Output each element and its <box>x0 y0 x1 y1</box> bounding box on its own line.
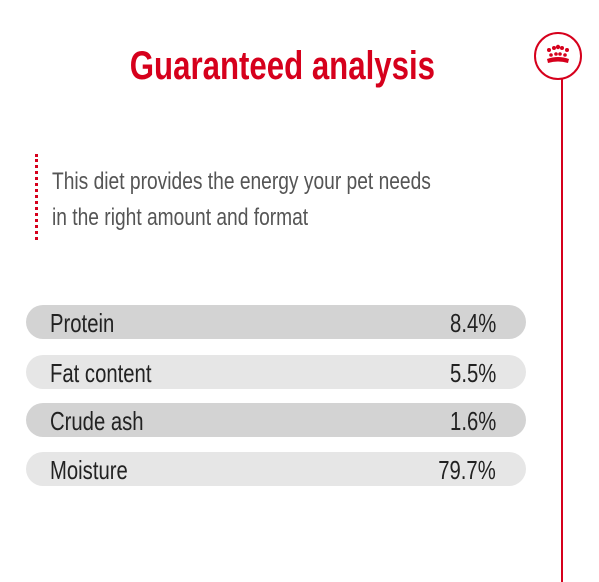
analysis-row: Moisture 79.7% <box>26 452 526 486</box>
description-line: in the right amount and format <box>52 204 309 231</box>
description: This diet provides the energy your pet n… <box>52 164 431 236</box>
analysis-row: Crude ash 1.6% <box>26 403 526 437</box>
description-line: This diet provides the energy your pet n… <box>52 168 431 195</box>
nutrient-name: Moisture <box>50 455 128 485</box>
nutrient-value: 5.5% <box>449 358 496 388</box>
analysis-row: Protein 8.4% <box>26 305 526 339</box>
nutrient-name: Fat content <box>50 358 152 388</box>
section-title: Guaranteed analysis <box>129 44 435 88</box>
nutrient-value: 8.4% <box>449 308 496 338</box>
brand-badge <box>534 32 582 80</box>
nutrient-name: Protein <box>50 308 115 338</box>
dotted-accent <box>35 154 38 240</box>
timeline-line <box>561 78 563 582</box>
nutrient-name: Crude ash <box>50 406 144 436</box>
nutrient-value: 79.7% <box>438 455 496 485</box>
crown-icon <box>547 44 569 63</box>
nutrient-value: 1.6% <box>449 406 496 436</box>
analysis-row: Fat content 5.5% <box>26 355 526 389</box>
